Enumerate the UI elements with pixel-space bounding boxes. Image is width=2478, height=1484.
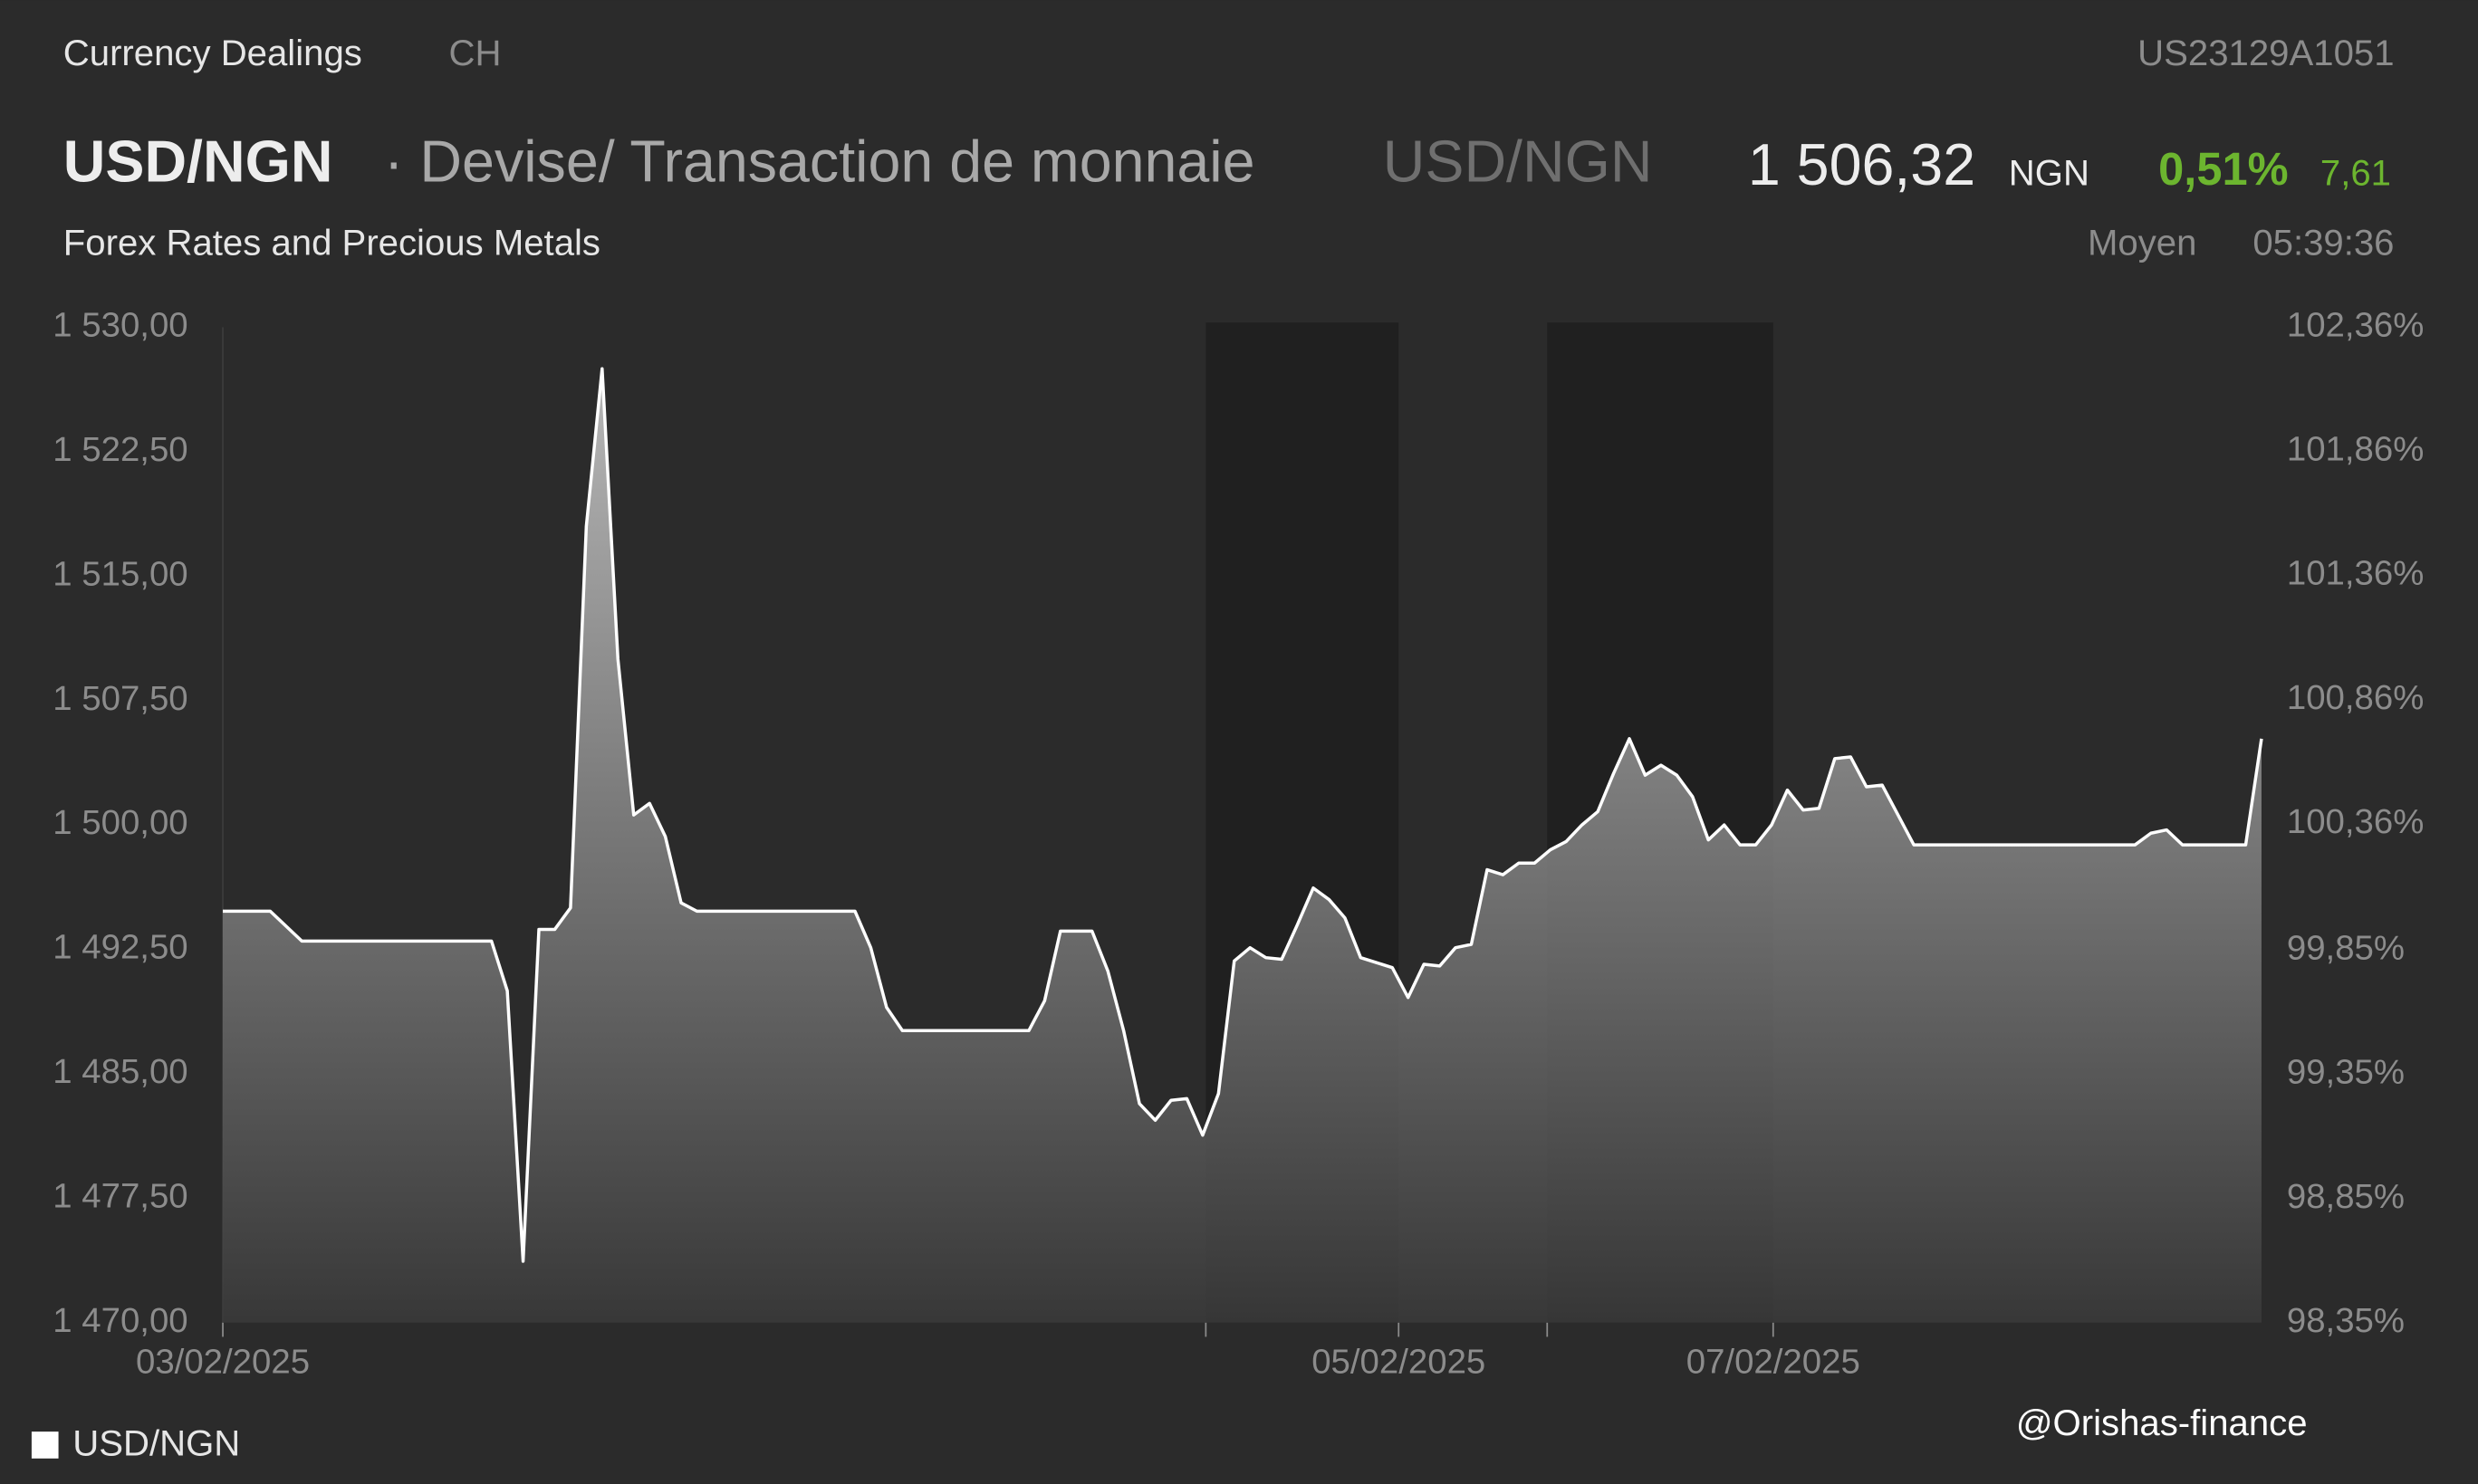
y2-tick-label: 99,35% [2287,1053,2405,1092]
y-tick-label: 1 485,00 [53,1052,187,1091]
isin: US23129A1051 [2137,33,2394,73]
description: · Devise/ Transaction de monnaie [384,129,1255,195]
y-tick-label: 1 492,50 [53,928,187,967]
symbol: USD/NGN [63,129,333,195]
subtitle: Forex Rates and Precious Metals [63,222,600,263]
x-tick-label: 03/02/2025 [136,1342,310,1381]
y-tick-label: 1 522,50 [53,430,187,469]
y2-tick-label: 101,86% [2287,430,2425,469]
y2-tick-label: 101,36% [2287,554,2425,593]
time: 05:39:36 [2252,222,2394,263]
y2-tick-label: 100,36% [2287,802,2425,841]
watermark: @Orishas-finance [2016,1403,2308,1443]
y2-tick-label: 99,85% [2287,929,2405,968]
x-tick-label: 07/02/2025 [1686,1342,1860,1381]
y-tick-label: 1 530,00 [53,306,187,345]
change: 7,61 [2320,153,2391,194]
country: CH [449,33,502,73]
y-tick-label: 1 507,50 [53,679,187,718]
y-tick-label: 1 500,00 [53,803,187,842]
y-tick-label: 1 470,00 [53,1301,187,1340]
symbol-alt: USD/NGN [1383,129,1653,195]
y2-tick-label: 98,35% [2287,1301,2405,1340]
plot: 1 470,00 1 477,50 1 485,00 1 492,50 1 500,00… [31,306,2425,1463]
y2-tick-label: 98,85% [2287,1177,2405,1216]
y-tick-label: 1 515,00 [53,554,187,593]
y2-tick-label: 102,36% [2287,306,2425,345]
price-line [223,367,2263,1263]
legend-swatch [31,1431,59,1459]
legend-label: USD/NGN [72,1422,240,1463]
y-tick-label: 1 477,50 [53,1176,187,1215]
x-tick-label: 05/02/2025 [1311,1342,1485,1381]
currency: NGN [2009,153,2089,194]
change-pct: 0,51% [2158,143,2288,195]
y2-tick-label: 100,86% [2287,678,2425,717]
price-type: Moyen [2088,222,2196,263]
area-fill [223,369,2262,1323]
price: 1 506,32 [1748,132,1975,197]
section: Currency Dealings [63,33,362,73]
